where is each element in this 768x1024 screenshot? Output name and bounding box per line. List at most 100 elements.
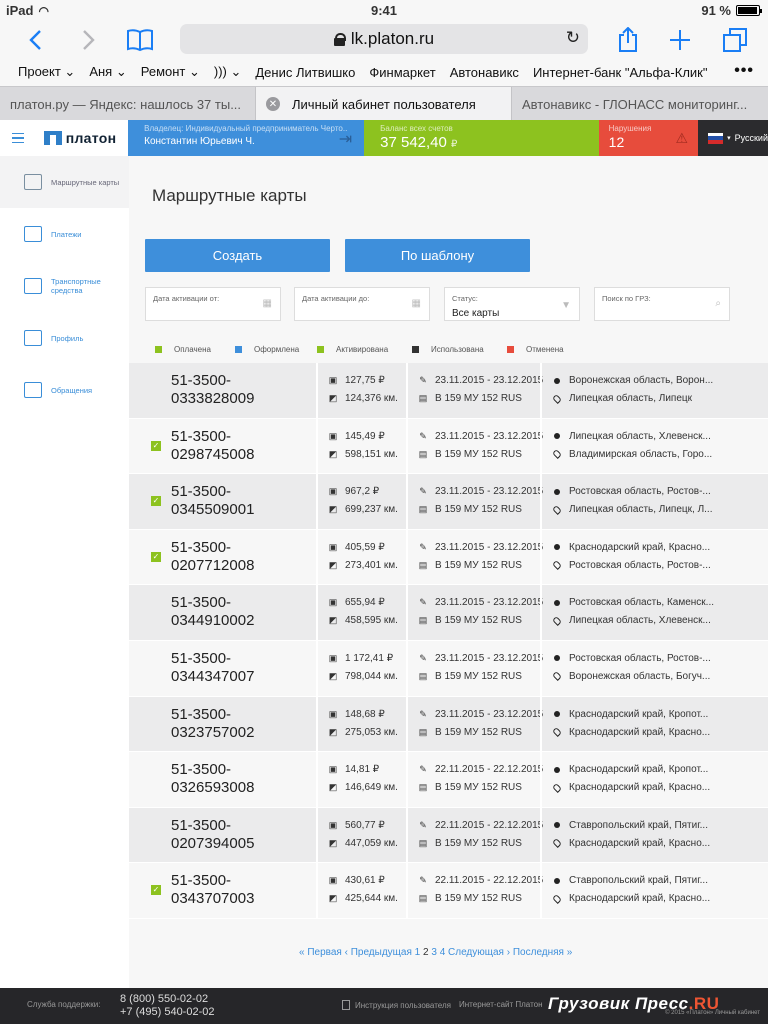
date-to-field[interactable]: Дата активации до: ▦ xyxy=(294,287,430,321)
sidebar-item-vehicles[interactable]: Транспортные средства xyxy=(0,260,129,312)
bookmark-item[interactable]: Денис Литвишко xyxy=(255,64,356,80)
route-start: Ростовская область, Каменск... xyxy=(569,597,715,609)
profile-icon xyxy=(24,330,42,346)
table-row[interactable]: ✓ 51-3500- 0298745008 ▣ 145,49 ₽ ◩ 598,151 км.… xyxy=(129,418,768,475)
browser-tab[interactable]: платон.ру — Яндекс: нашлось 37 ты... xyxy=(0,87,256,121)
website-link[interactable]: Интернет-сайт Платон xyxy=(459,1000,543,1009)
truck-icon: ▤ xyxy=(418,726,428,737)
close-tab-icon[interactable]: ✕ xyxy=(266,97,280,111)
sidebar-item-payments[interactable]: Платежи xyxy=(0,208,129,260)
route-map-number[interactable]: 51-3500- 0344347007 xyxy=(171,650,254,686)
page-prev-link[interactable]: ‹ Предыдущая xyxy=(344,947,412,958)
watermark-domain: .RU xyxy=(688,994,720,1013)
search-icon[interactable]: ⌕ xyxy=(715,298,721,309)
table-row[interactable]: ✓ 51-3500- 0345509001 ▣ 967,2 ₽ ◩ 699,237 км. ✎… xyxy=(129,474,768,530)
bookmark-item[interactable]: ))) ⌄ xyxy=(213,64,242,79)
chevron-down-icon: ▾ xyxy=(727,135,731,142)
logo[interactable]: платон xyxy=(36,120,128,156)
route-map-number[interactable]: 51-3500- 0345509001 xyxy=(171,483,254,519)
forward-icon[interactable] xyxy=(76,24,102,56)
route-map-number[interactable]: 51-3500- 0344910002 xyxy=(171,594,254,630)
route-cell: Краснодарский край, Кропот... Краснодарск… xyxy=(540,752,768,808)
route-cost: 1 172,41 ₽ xyxy=(345,652,394,664)
table-row[interactable]: 51-3500- 0333828009 ▣ 127,75 ₽ ◩ 124,376 км. ✎… xyxy=(129,363,768,419)
plate-search-input[interactable]: Поиск по ГРЗ: ⌕ xyxy=(594,287,730,321)
route-cell: Краснодарский край, Кропот... Краснодарск… xyxy=(540,696,768,752)
calendar-icon[interactable]: ▦ xyxy=(262,298,272,309)
table-row[interactable]: 51-3500- 0323757002 ▣ 148,68 ₽ ◩ 275,053 км. ✎… xyxy=(129,696,768,753)
route-end: Липецкая область, Липецк xyxy=(569,393,693,404)
edit-calendar-icon: ✎ xyxy=(419,708,427,719)
table-row[interactable]: 51-3500- 0344347007 ▣ 1 172,41 ₽ ◩ 798,044 км… xyxy=(129,640,768,697)
road-icon: ◩ xyxy=(328,670,338,681)
sidebar-item-route-maps[interactable]: Маршрутные карты xyxy=(0,156,129,208)
user-manual-link[interactable]: Инструкция пользователя xyxy=(342,1000,451,1010)
reload-icon[interactable]: ↻ xyxy=(565,28,580,47)
table-row[interactable]: ✓ 51-3500- 0207712008 ▣ 405,59 ₽ ◩ 273,401 км.… xyxy=(129,529,768,586)
table-row[interactable]: ✓ 51-3500- 0343707003 ▣ 430,61 ₽ ◩ 425,644 км.… xyxy=(129,863,768,919)
edit-calendar-icon: ✎ xyxy=(419,486,427,497)
tabs-overview-icon[interactable] xyxy=(720,24,750,56)
status-select[interactable]: Статус: Все карты ▼ xyxy=(444,287,580,321)
route-cell: Ставропольский край, Пятиг... Краснодарск… xyxy=(540,863,768,919)
bookmark-item[interactable]: Проект ⌄ xyxy=(18,64,76,79)
language-selector[interactable]: ▾ Русский xyxy=(698,120,768,156)
vehicle-plate: В 159 МУ 152 RUS xyxy=(435,837,522,849)
route-map-number-part: 51-3500- xyxy=(171,649,232,667)
sidebar-item-profile[interactable]: Профиль xyxy=(0,312,129,364)
table-row[interactable]: 51-3500- 0207394005 ▣ 560,77 ₽ ◩ 447,059 км. ✎… xyxy=(129,807,768,864)
bookmark-item[interactable]: Автонавикс xyxy=(449,64,519,80)
route-map-number[interactable]: 51-3500- 0207712008 xyxy=(171,539,254,575)
route-distance: 447,059 км. xyxy=(345,837,398,849)
page-first-link[interactable]: « Первая xyxy=(299,947,342,958)
create-button[interactable]: Создать xyxy=(145,239,330,272)
new-tab-icon[interactable] xyxy=(666,24,694,56)
route-end: Краснодарский край, Красно... xyxy=(569,782,711,794)
start-point-icon xyxy=(554,377,560,384)
owner-panel[interactable]: Владелец: Индивидуальный предприниматель… xyxy=(128,120,365,156)
owner-label: Владелец: Индивидуальный предприниматель… xyxy=(144,124,349,133)
sidebar-item-requests[interactable]: Обращения xyxy=(0,364,129,416)
back-icon[interactable] xyxy=(22,24,48,56)
bookmark-item[interactable]: Ремонт ⌄ xyxy=(140,64,200,79)
browser-tab[interactable]: Автонавикс - ГЛОНАСС мониторинг... xyxy=(512,87,768,121)
page-next-link[interactable]: Следующая › xyxy=(448,947,511,958)
calendar-icon[interactable]: ▦ xyxy=(411,298,421,309)
table-row[interactable]: 51-3500- 0326593008 ▣ 14,81 ₽ ◩ 146,649 км. ✎ 2… xyxy=(129,752,768,808)
truck-icon: ▤ xyxy=(418,615,428,626)
validity-cell: ✎ 22.11.2015 - 22.12.2015 ▤ В 159 МУ 152 RU… xyxy=(406,752,543,808)
logout-icon[interactable]: ⇥ xyxy=(338,131,353,148)
template-button[interactable]: По шаблону xyxy=(345,239,530,272)
route-map-number[interactable]: 51-3500- 0207394005 xyxy=(171,817,254,853)
route-cost: 430,61 ₽ xyxy=(345,875,385,887)
menu-icon[interactable] xyxy=(0,120,36,156)
route-map-number[interactable]: 51-3500- 0298745008 xyxy=(171,428,254,464)
bookmark-item[interactable]: Интернет-банк "Альфа-Клик" xyxy=(532,64,708,80)
address-bar[interactable]: lk.platon.ru ↻ xyxy=(180,24,588,54)
page-link[interactable]: 1 xyxy=(414,947,421,958)
table-row[interactable]: 51-3500- 0344910002 ▣ 655,94 ₽ ◩ 458,595 км. ✎… xyxy=(129,585,768,641)
date-from-field[interactable]: Дата активации от: ▦ xyxy=(145,287,281,321)
route-map-number[interactable]: 51-3500- 0323757002 xyxy=(171,706,254,742)
route-map-number-part: 51-3500- xyxy=(171,816,232,834)
support-phone-1[interactable]: 8 (800) 550-02-02 xyxy=(120,993,209,1005)
more-bookmarks-icon[interactable]: ••• xyxy=(734,62,754,79)
browser-tab-active[interactable]: ✕ Личный кабинет пользователя xyxy=(256,87,512,121)
route-map-number-part: 51-3500- xyxy=(171,538,232,556)
page-last-link[interactable]: Последняя » xyxy=(512,947,573,958)
balance-panel[interactable]: Баланс всех счетов 37 542,40 ₽ xyxy=(364,120,599,156)
paid-check-icon: ✓ xyxy=(151,885,161,896)
bookmark-item[interactable]: Финмаркет xyxy=(369,64,436,80)
route-map-number[interactable]: 51-3500- 0333828009 xyxy=(171,372,254,408)
support-phone-2[interactable]: +7 (495) 540-02-02 xyxy=(120,1006,215,1018)
route-map-number[interactable]: 51-3500- 0343707003 xyxy=(171,872,254,908)
share-icon[interactable] xyxy=(614,24,642,56)
route-map-number-part: 0326593008 xyxy=(171,779,255,797)
route-map-number[interactable]: 51-3500- 0326593008 xyxy=(171,761,254,797)
violations-panel[interactable]: Нарушения 12 ⚠ xyxy=(598,120,699,156)
route-map-number-part: 0207712008 xyxy=(171,556,255,574)
page-link[interactable]: 4 xyxy=(439,947,446,958)
page-link[interactable]: 3 xyxy=(431,947,437,958)
bookmarks-book-icon[interactable] xyxy=(124,24,156,56)
bookmark-item[interactable]: Аня ⌄ xyxy=(89,64,127,79)
